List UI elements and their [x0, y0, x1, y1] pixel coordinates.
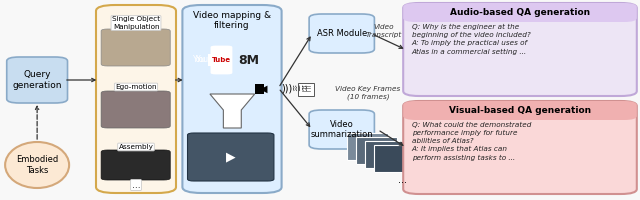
Text: ...: ... [132, 180, 140, 190]
FancyBboxPatch shape [347, 133, 388, 160]
Text: ◀: ◀ [260, 84, 268, 94]
FancyBboxPatch shape [403, 3, 637, 22]
Text: Embodied
Tasks: Embodied Tasks [16, 155, 58, 175]
Text: Tube: Tube [209, 55, 230, 64]
Text: Visual-based QA generation: Visual-based QA generation [449, 106, 591, 115]
Text: Tube: Tube [212, 57, 231, 63]
FancyBboxPatch shape [374, 145, 415, 172]
Text: Query
generation: Query generation [12, 70, 62, 90]
FancyBboxPatch shape [101, 91, 170, 128]
FancyBboxPatch shape [182, 5, 282, 193]
FancyBboxPatch shape [403, 101, 637, 120]
Text: Q: Why is the engineer at the
beginning of the video included?
A: To imply the p: Q: Why is the engineer at the beginning … [412, 24, 531, 55]
FancyBboxPatch shape [309, 110, 374, 149]
Text: Video
Transcript: Video Transcript [366, 24, 402, 38]
FancyBboxPatch shape [96, 5, 176, 193]
FancyBboxPatch shape [255, 84, 264, 94]
Text: Video mapping &
filtering: Video mapping & filtering [193, 11, 271, 30]
Ellipse shape [5, 142, 69, 188]
FancyBboxPatch shape [309, 14, 374, 53]
Text: 8M: 8M [238, 54, 259, 68]
Text: ⌇⌇⌇⌇⌇: ⌇⌇⌇⌇⌇ [292, 86, 309, 92]
Text: Ego-motion: Ego-motion [115, 84, 157, 90]
FancyBboxPatch shape [365, 141, 406, 168]
Text: Single Object
Manipulation: Single Object Manipulation [112, 17, 160, 29]
Text: You: You [193, 55, 207, 64]
FancyBboxPatch shape [101, 150, 170, 180]
FancyBboxPatch shape [211, 46, 232, 74]
Text: Assembly: Assembly [118, 144, 154, 150]
FancyBboxPatch shape [6, 57, 68, 103]
Text: Audio-based QA generation: Audio-based QA generation [450, 8, 590, 17]
Text: You: You [196, 55, 209, 64]
FancyBboxPatch shape [101, 29, 170, 66]
FancyBboxPatch shape [356, 137, 397, 164]
Text: ...: ... [398, 175, 407, 185]
Text: ))): ))) [281, 84, 292, 94]
FancyBboxPatch shape [403, 3, 637, 96]
Text: Video
summarization: Video summarization [310, 120, 373, 139]
Text: ASR Module: ASR Module [317, 29, 367, 38]
Text: Video Key Frames
(10 frames): Video Key Frames (10 frames) [335, 86, 401, 100]
FancyBboxPatch shape [298, 83, 314, 96]
FancyBboxPatch shape [188, 133, 274, 181]
Text: Q: What could the demonstrated
performance imply for future
abilities of Atlas?
: Q: What could the demonstrated performan… [412, 122, 531, 161]
FancyBboxPatch shape [403, 101, 637, 194]
Text: ▶: ▶ [226, 150, 236, 163]
Polygon shape [210, 94, 255, 128]
